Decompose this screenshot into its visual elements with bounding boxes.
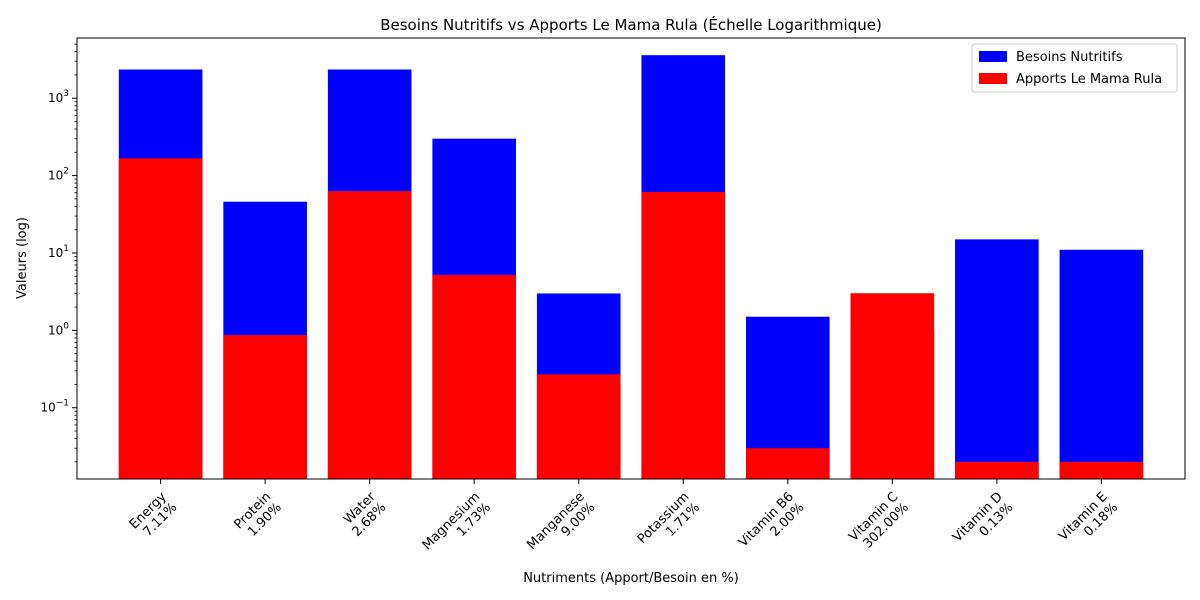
legend-swatch-apports <box>979 73 1007 84</box>
bar-apport-potassium <box>641 191 726 479</box>
legend-swatch-besoins <box>979 51 1007 62</box>
x-axis-label: Nutriments (Apport/Besoin en %) <box>523 571 739 586</box>
legend-label-besoins: Besoins Nutritifs <box>1016 50 1123 65</box>
bar-apport-water <box>327 191 412 479</box>
bar-apport-energy <box>118 158 203 480</box>
chart-title: Besoins Nutritifs vs Apports Le Mama Rul… <box>380 15 882 34</box>
bars-group <box>118 55 1144 480</box>
plot-frame <box>76 37 1186 480</box>
y-tick-label: 10−1 <box>40 399 69 415</box>
legend-box <box>971 43 1178 93</box>
bar-besoin-vitamin-d <box>955 239 1039 479</box>
bar-apport-protein <box>223 335 307 479</box>
bar-apport-vitamin-c <box>850 293 935 479</box>
y-tick-label: 100 <box>48 321 69 337</box>
bar-apport-vitamin-b6 <box>745 448 830 479</box>
legend: Besoins Nutritifs Apports Le Mama Rula <box>971 43 1178 93</box>
y-axis-label: Valeurs (log) <box>15 217 30 299</box>
y-tick-label: 101 <box>48 244 69 260</box>
y-tick-label: 102 <box>48 167 69 183</box>
bar-besoin-vitamin-e <box>1059 249 1144 479</box>
bar-apport-magnesium <box>432 274 517 479</box>
bar-apport-vitamin-e <box>1059 461 1144 479</box>
y-axis: 10−1 100 101 102 103 <box>40 43 77 463</box>
y-tick-label: 103 <box>48 89 69 105</box>
legend-label-apports: Apports Le Mama Rula <box>1016 72 1162 87</box>
bar-apport-manganese <box>536 374 621 479</box>
bar-apport-vitamin-d <box>955 461 1039 479</box>
